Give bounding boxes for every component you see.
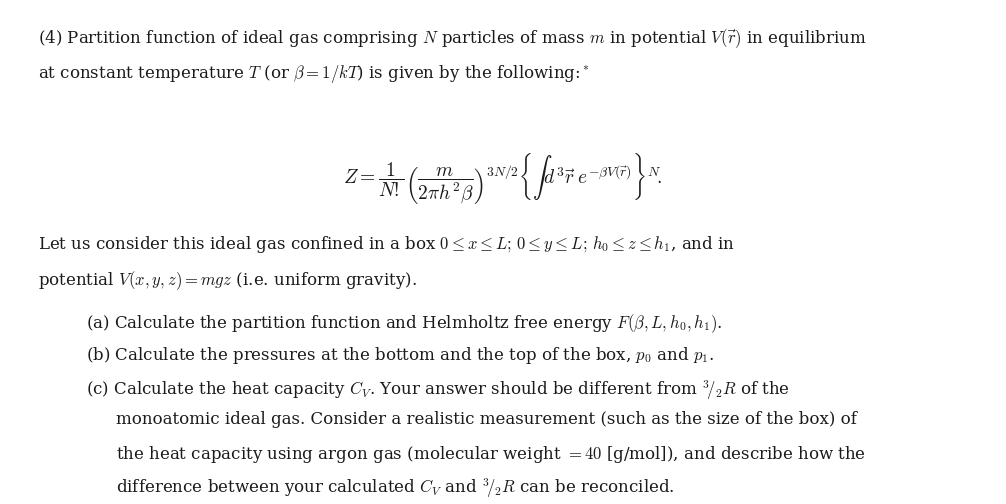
Text: (c) Calculate the heat capacity $C_V$. Your answer should be different from $^3\: (c) Calculate the heat capacity $C_V$. Y… (86, 378, 790, 402)
Text: the heat capacity using argon gas (molecular weight $= 40$ [g/mol]), and describ: the heat capacity using argon gas (molec… (116, 444, 866, 465)
Text: monoatomic ideal gas. Consider a realistic measurement (such as the size of the : monoatomic ideal gas. Consider a realist… (116, 411, 856, 428)
Text: at constant temperature $T$ (or $\beta = 1/kT$) is given by the following:$^*$: at constant temperature $T$ (or $\beta =… (38, 63, 591, 85)
Text: (b) Calculate the pressures at the bottom and the top of the box, $p_0$ and $p_1: (b) Calculate the pressures at the botto… (86, 345, 713, 366)
Text: (4) Partition function of ideal gas comprising $N$ particles of mass $m$ in pote: (4) Partition function of ideal gas comp… (38, 28, 867, 50)
Text: difference between your calculated $C_V$ and $^3\!/_2 R$ can be reconciled.: difference between your calculated $C_V$… (116, 476, 674, 500)
Text: Let us consider this ideal gas confined in a box $0 \leq x \leq L;\, 0 \leq y \l: Let us consider this ideal gas confined … (38, 234, 735, 256)
Text: $Z = \dfrac{1}{N!}\left(\dfrac{m}{2\pi h^2\beta}\right)^{3N/2} \left\{\int d^3\v: $Z = \dfrac{1}{N!}\left(\dfrac{m}{2\pi h… (343, 151, 663, 207)
Text: potential $V(x, y, z) = mgz$ (i.e. uniform gravity).: potential $V(x, y, z) = mgz$ (i.e. unifo… (38, 270, 417, 292)
Text: (a) Calculate the partition function and Helmholtz free energy $F(\beta, L, h_0,: (a) Calculate the partition function and… (86, 312, 721, 335)
